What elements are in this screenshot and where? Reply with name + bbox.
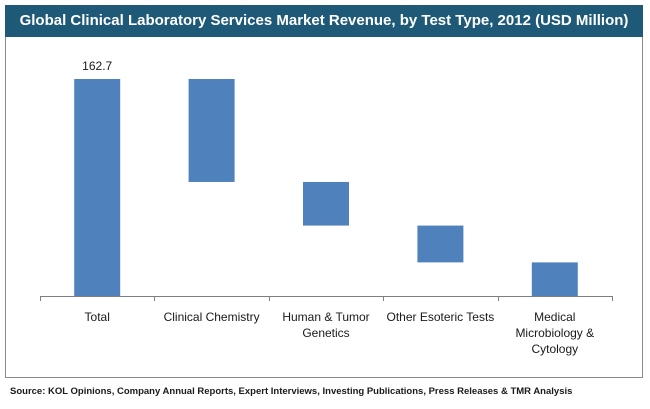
category-label: Other Esoteric Tests <box>386 310 494 324</box>
category-label-line: Medical <box>534 310 575 324</box>
category-label: Total <box>85 310 110 324</box>
category-label: Medical Microbiology & Cytology <box>515 310 594 356</box>
category-label-line: Genetics <box>302 326 349 340</box>
category-label-line: Microbiology & <box>515 326 594 340</box>
bar-human-tumor-genetics <box>303 181 349 226</box>
category-label-line: Cytology <box>531 342 578 356</box>
category-label-line: Clinical Chemistry <box>164 310 260 324</box>
bar-medical-microbiology-cytology <box>531 262 578 296</box>
chart-title: Global Clinical Laboratory Services Mark… <box>19 12 629 29</box>
category-label: Clinical Chemistry <box>164 310 260 324</box>
bar-total <box>74 79 121 296</box>
category-label-line: Total <box>85 310 110 324</box>
category-label-line: Human & Tumor <box>282 310 369 324</box>
chart-title-bar: Global Clinical Laboratory Services Mark… <box>5 5 643 37</box>
source-note: Source: KOL Opinions, Company Annual Rep… <box>10 386 573 397</box>
category-label: Human & Tumor Genetics <box>282 310 369 340</box>
category-label-line: Other Esoteric Tests <box>386 310 494 324</box>
bar-other-esoteric-tests <box>417 225 464 263</box>
data-label: 162.7 <box>82 59 112 73</box>
bar-clinical-chemistry <box>188 79 235 182</box>
